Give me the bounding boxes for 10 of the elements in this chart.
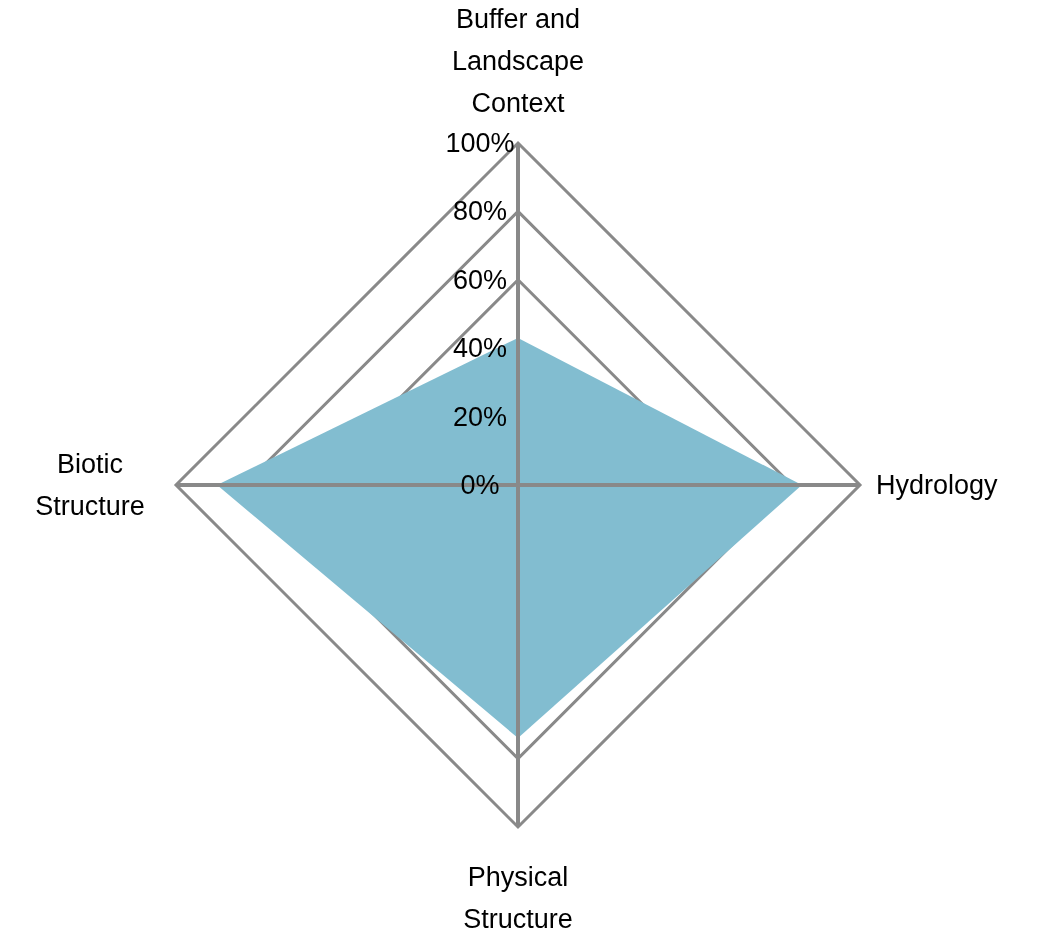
y-tick-label: 80% xyxy=(452,196,508,227)
spoke-label: Physical Structure xyxy=(463,862,573,934)
y-tick-label: 60% xyxy=(452,264,508,295)
y-tick-label: 20% xyxy=(452,401,508,432)
y-tick-label: 40% xyxy=(452,333,508,364)
spoke-label: Biotic Structure xyxy=(35,449,145,521)
spoke-label: Buffer and Landscape Context xyxy=(451,4,585,118)
y-tick-label: 100% xyxy=(445,128,515,158)
y-tick-label: 0% xyxy=(460,470,500,500)
spoke-label: Hydrology xyxy=(876,470,999,500)
